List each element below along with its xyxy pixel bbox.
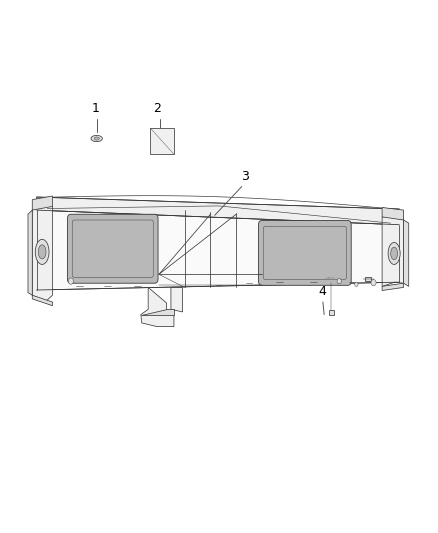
Circle shape — [337, 279, 341, 284]
FancyBboxPatch shape — [72, 220, 153, 278]
Polygon shape — [171, 287, 183, 312]
Polygon shape — [403, 220, 409, 286]
Polygon shape — [329, 310, 334, 314]
Polygon shape — [36, 197, 399, 225]
Polygon shape — [382, 283, 403, 290]
FancyBboxPatch shape — [263, 227, 346, 280]
Polygon shape — [150, 128, 174, 154]
Polygon shape — [32, 203, 53, 302]
Polygon shape — [382, 207, 403, 220]
Ellipse shape — [35, 239, 49, 264]
Ellipse shape — [388, 243, 400, 264]
Polygon shape — [141, 287, 174, 327]
Ellipse shape — [391, 247, 398, 260]
Polygon shape — [32, 295, 53, 306]
Ellipse shape — [38, 245, 46, 259]
Text: 1: 1 — [92, 102, 100, 115]
Circle shape — [68, 278, 74, 284]
Ellipse shape — [94, 137, 99, 140]
Polygon shape — [32, 196, 53, 210]
Polygon shape — [382, 216, 403, 286]
Ellipse shape — [91, 135, 102, 142]
Text: 3: 3 — [241, 170, 249, 183]
Polygon shape — [36, 210, 399, 290]
Text: 4: 4 — [318, 285, 326, 298]
Polygon shape — [71, 219, 155, 279]
Polygon shape — [365, 277, 371, 281]
Circle shape — [355, 282, 358, 286]
Text: 2: 2 — [153, 102, 161, 115]
Polygon shape — [141, 309, 174, 314]
FancyBboxPatch shape — [67, 214, 158, 283]
Text: MAKE: MAKE — [325, 277, 336, 280]
Polygon shape — [28, 210, 32, 295]
Circle shape — [371, 280, 376, 286]
FancyBboxPatch shape — [258, 221, 351, 285]
